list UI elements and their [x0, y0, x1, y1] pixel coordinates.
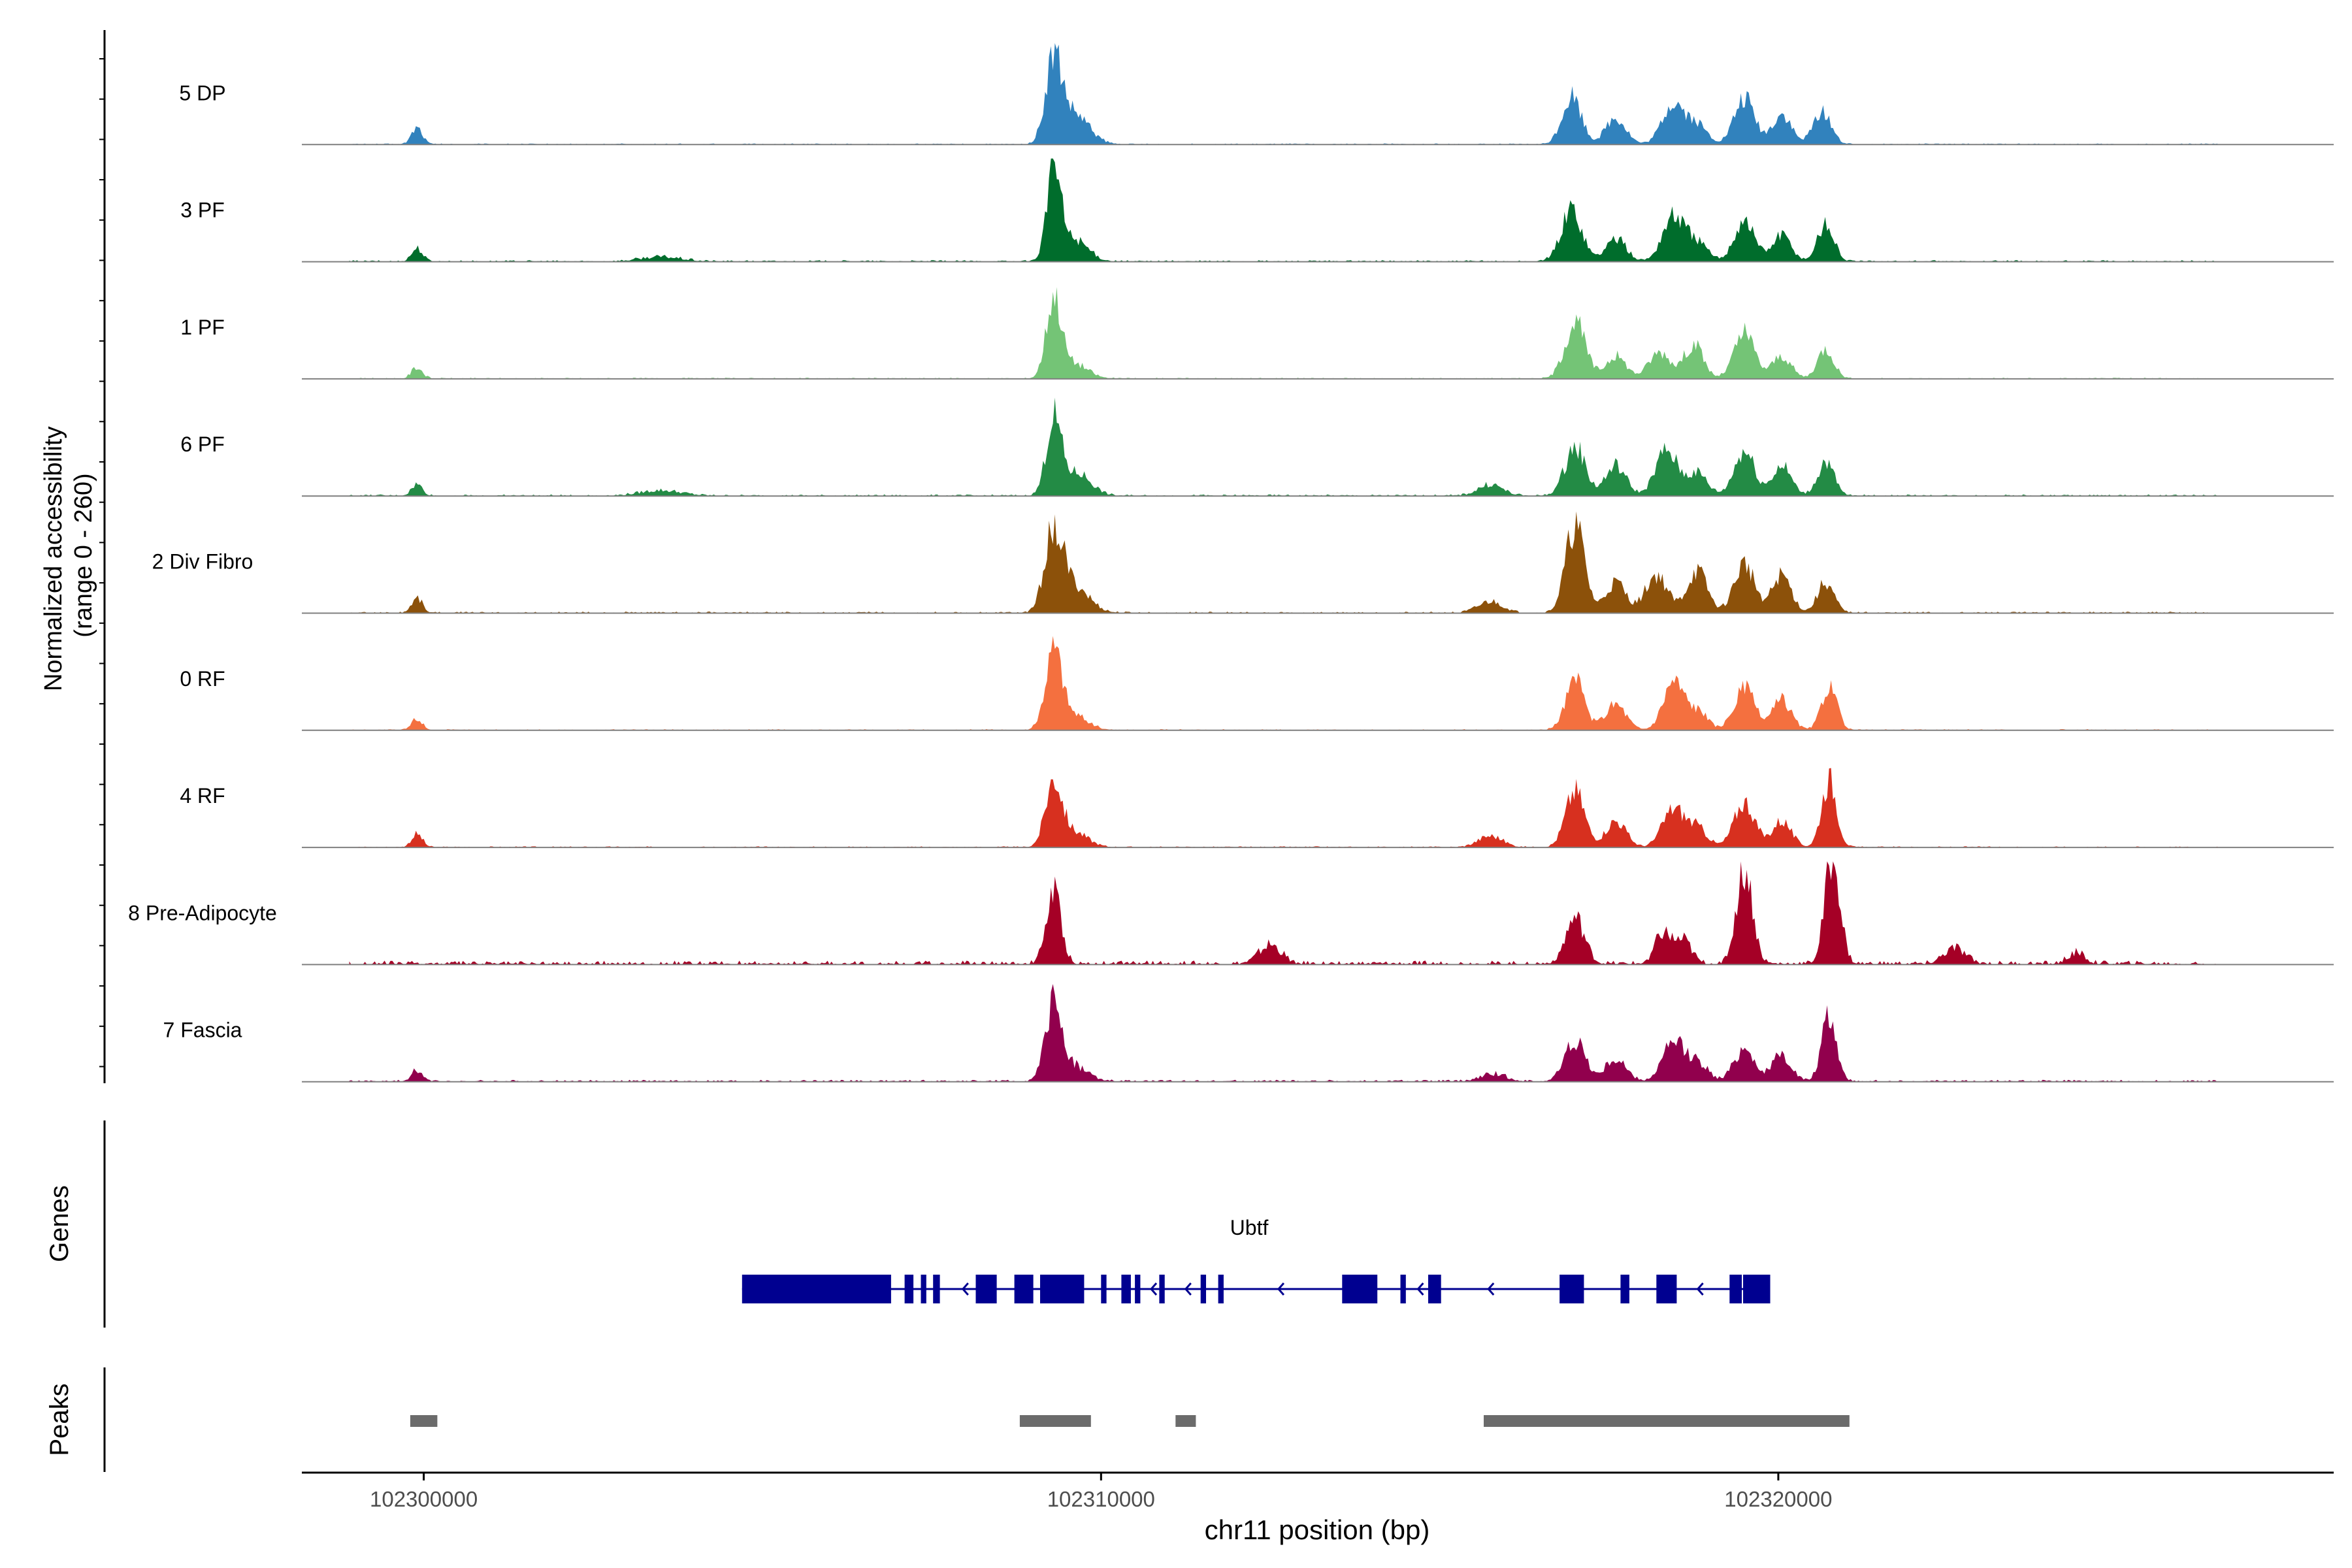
gene-exon: [1560, 1275, 1584, 1303]
peak-region: [1019, 1415, 1091, 1427]
coverage-y-axis-ticks: [99, 58, 105, 1068]
coverage-area: [349, 511, 2219, 613]
gene-exon: [1014, 1275, 1034, 1303]
gene-exon: [1200, 1275, 1206, 1303]
gene-exon: [1135, 1275, 1141, 1303]
track-6-pf: 6 PF: [180, 397, 2334, 497]
gene-exon: [975, 1275, 997, 1303]
track-3-pf: 3 PF: [180, 158, 2334, 263]
peak-region: [1175, 1415, 1196, 1427]
coverage-tracks: 5 DP 3 PF 1 PF 6 PF 2 Div Fibro 0 RF 4 RF 8 Pre…: [128, 43, 2334, 1083]
gene-exon: [1101, 1275, 1107, 1303]
strand-arrow: [1184, 1282, 1192, 1296]
track-0-rf: 0 RF: [180, 636, 2334, 731]
track-4-rf: 4 RF: [180, 768, 2334, 849]
track-label: 7 Fascia: [163, 1019, 242, 1042]
coverage-area: [349, 397, 2219, 497]
gene-exon: [1656, 1275, 1677, 1303]
track-label: 0 RF: [180, 667, 225, 691]
gene-exon: [1428, 1275, 1441, 1303]
peaks-panel-label: Peaks: [45, 1383, 74, 1456]
gene-exon: [933, 1275, 940, 1303]
gene-name-label: Ubtf: [1230, 1216, 1269, 1239]
track-5-dp: 5 DP: [179, 43, 2334, 146]
coverage-y-axis-label-line1: Normalized accessibility: [40, 427, 67, 691]
peak-region: [410, 1415, 438, 1427]
strand-arrow: [1149, 1282, 1158, 1296]
coverage-area: [349, 768, 2219, 848]
peak-regions: [410, 1415, 1850, 1427]
track-8-pre-adipocyte: 8 Pre-Adipocyte: [128, 861, 2334, 966]
gene-exon: [1342, 1275, 1378, 1303]
coverage-area: [349, 861, 2219, 965]
gene-exon: [1620, 1275, 1629, 1303]
track-7-fascia: 7 Fascia: [163, 984, 2334, 1083]
coverage-area: [349, 636, 2219, 730]
peak-region: [1484, 1415, 1850, 1427]
track-1-pf: 1 PF: [180, 287, 2334, 380]
coverage-area: [349, 43, 2219, 145]
strand-arrow: [1416, 1282, 1424, 1296]
gene-exon: [1218, 1275, 1224, 1303]
gene-exon: [1159, 1275, 1165, 1303]
track-label: 8 Pre-Adipocyte: [128, 901, 277, 924]
gene-model: [742, 1275, 1771, 1303]
x-tick-label: 102300000: [370, 1487, 478, 1511]
track-label: 4 RF: [180, 784, 225, 808]
track-label: 5 DP: [179, 81, 225, 105]
strand-arrow: [1487, 1282, 1495, 1296]
track-label: 3 PF: [180, 199, 225, 222]
gene-exon: [1040, 1275, 1085, 1303]
strand-arrow: [1277, 1282, 1285, 1296]
strand-arrow: [961, 1282, 969, 1296]
coverage-area: [349, 158, 2219, 262]
coverage-y-axis-label: Normalized accessibility (range 0 - 260): [40, 419, 97, 691]
track-label: 6 PF: [180, 433, 225, 456]
gene-exon: [921, 1275, 926, 1303]
gene-exon: [1121, 1275, 1131, 1303]
x-tick-label: 102320000: [1724, 1487, 1832, 1511]
gene-exon: [1400, 1275, 1406, 1303]
gene-exon: [904, 1275, 914, 1303]
track-2-div-fibro: 2 Div Fibro: [152, 511, 2334, 614]
gene-exon: [742, 1275, 891, 1303]
strand-arrow: [1696, 1282, 1704, 1296]
x-tick-label: 102310000: [1047, 1487, 1155, 1511]
track-label: 2 Div Fibro: [152, 550, 253, 574]
genes-panel-label: Genes: [45, 1185, 74, 1262]
x-axis-label: chr11 position (bp): [1205, 1514, 1430, 1545]
coverage-y-axis-label-line2: (range 0 - 260): [70, 473, 97, 637]
gene-exon: [1729, 1275, 1742, 1303]
coverage-area: [349, 287, 2219, 379]
coverage-area: [349, 984, 2219, 1082]
track-label: 1 PF: [180, 316, 225, 339]
x-axis-ticks: 102300000 102310000 102320000: [370, 1473, 1832, 1511]
gene-exon: [1743, 1275, 1771, 1303]
